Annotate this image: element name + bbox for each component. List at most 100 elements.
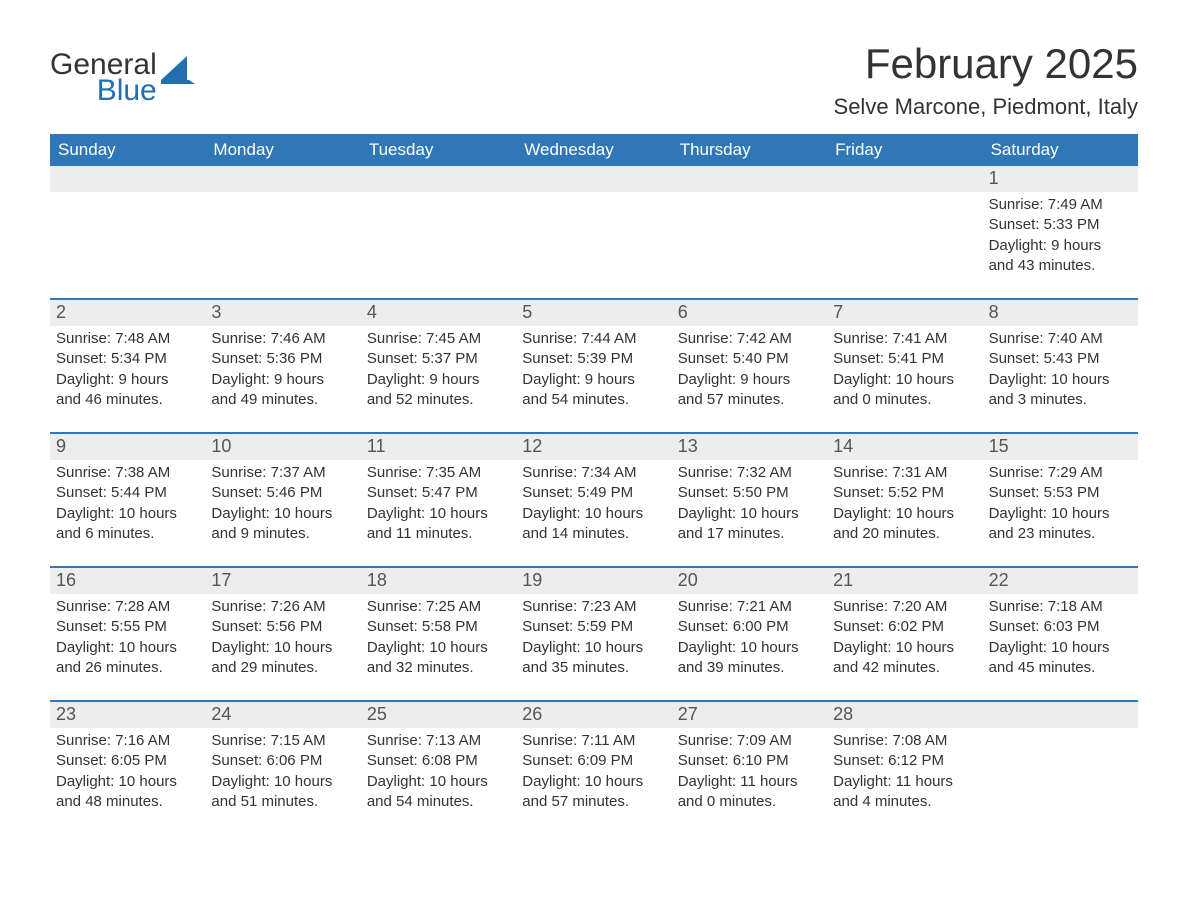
day-details	[672, 192, 827, 284]
day-number: 14	[827, 434, 982, 460]
day-number: 18	[361, 568, 516, 594]
day-number	[361, 166, 516, 192]
daylight1-text: Daylight: 10 hours	[211, 772, 354, 792]
daylight2-text: and 48 minutes.	[56, 792, 199, 812]
title-block: February 2025 Selve Marcone, Piedmont, I…	[834, 40, 1138, 120]
sunset-text: Sunset: 6:02 PM	[833, 617, 976, 637]
day-cell: 23Sunrise: 7:16 AMSunset: 6:05 PMDayligh…	[50, 702, 205, 820]
day-header: Friday	[827, 134, 982, 166]
day-cell: 15Sunrise: 7:29 AMSunset: 5:53 PMDayligh…	[983, 434, 1138, 552]
sunset-text: Sunset: 5:33 PM	[989, 215, 1132, 235]
sunrise-text: Sunrise: 7:48 AM	[56, 329, 199, 349]
sunrise-text: Sunrise: 7:18 AM	[989, 597, 1132, 617]
day-number: 28	[827, 702, 982, 728]
day-number: 15	[983, 434, 1138, 460]
day-header: Tuesday	[361, 134, 516, 166]
day-cell: 13Sunrise: 7:32 AMSunset: 5:50 PMDayligh…	[672, 434, 827, 552]
sunrise-text: Sunrise: 7:31 AM	[833, 463, 976, 483]
sunrise-text: Sunrise: 7:49 AM	[989, 195, 1132, 215]
day-number: 10	[205, 434, 360, 460]
day-details: Sunrise: 7:20 AMSunset: 6:02 PMDaylight:…	[827, 594, 982, 686]
day-number	[50, 166, 205, 192]
day-details	[516, 192, 671, 284]
sunrise-text: Sunrise: 7:26 AM	[211, 597, 354, 617]
day-number: 1	[983, 166, 1138, 192]
day-cell	[205, 166, 360, 284]
sunrise-text: Sunrise: 7:34 AM	[522, 463, 665, 483]
day-cell	[827, 166, 982, 284]
day-details	[361, 192, 516, 284]
sunset-text: Sunset: 6:00 PM	[678, 617, 821, 637]
day-cell	[983, 702, 1138, 820]
day-cell: 18Sunrise: 7:25 AMSunset: 5:58 PMDayligh…	[361, 568, 516, 686]
day-details: Sunrise: 7:40 AMSunset: 5:43 PMDaylight:…	[983, 326, 1138, 418]
day-cell: 3Sunrise: 7:46 AMSunset: 5:36 PMDaylight…	[205, 300, 360, 418]
day-details: Sunrise: 7:26 AMSunset: 5:56 PMDaylight:…	[205, 594, 360, 686]
sunset-text: Sunset: 5:58 PM	[367, 617, 510, 637]
day-details: Sunrise: 7:42 AMSunset: 5:40 PMDaylight:…	[672, 326, 827, 418]
day-details: Sunrise: 7:18 AMSunset: 6:03 PMDaylight:…	[983, 594, 1138, 686]
day-details: Sunrise: 7:37 AMSunset: 5:46 PMDaylight:…	[205, 460, 360, 552]
day-cell: 10Sunrise: 7:37 AMSunset: 5:46 PMDayligh…	[205, 434, 360, 552]
logo-text: General Blue	[50, 50, 157, 106]
daylight1-text: Daylight: 10 hours	[833, 638, 976, 658]
day-details: Sunrise: 7:08 AMSunset: 6:12 PMDaylight:…	[827, 728, 982, 820]
sunrise-text: Sunrise: 7:11 AM	[522, 731, 665, 751]
daylight1-text: Daylight: 10 hours	[989, 638, 1132, 658]
day-details: Sunrise: 7:38 AMSunset: 5:44 PMDaylight:…	[50, 460, 205, 552]
daylight2-text: and 20 minutes.	[833, 524, 976, 544]
day-header: Wednesday	[516, 134, 671, 166]
day-number: 25	[361, 702, 516, 728]
daylight2-text: and 57 minutes.	[678, 390, 821, 410]
day-details	[827, 192, 982, 284]
day-cell	[361, 166, 516, 284]
daylight2-text: and 45 minutes.	[989, 658, 1132, 678]
day-details: Sunrise: 7:25 AMSunset: 5:58 PMDaylight:…	[361, 594, 516, 686]
day-number	[672, 166, 827, 192]
daylight2-text: and 9 minutes.	[211, 524, 354, 544]
day-number: 20	[672, 568, 827, 594]
daylight1-text: Daylight: 10 hours	[211, 638, 354, 658]
day-number: 7	[827, 300, 982, 326]
day-cell: 8Sunrise: 7:40 AMSunset: 5:43 PMDaylight…	[983, 300, 1138, 418]
daylight1-text: Daylight: 10 hours	[522, 638, 665, 658]
day-details	[50, 192, 205, 284]
sunrise-text: Sunrise: 7:35 AM	[367, 463, 510, 483]
sunset-text: Sunset: 5:55 PM	[56, 617, 199, 637]
daylight2-text: and 11 minutes.	[367, 524, 510, 544]
day-cell: 2Sunrise: 7:48 AMSunset: 5:34 PMDaylight…	[50, 300, 205, 418]
sunrise-text: Sunrise: 7:25 AM	[367, 597, 510, 617]
month-title: February 2025	[834, 40, 1138, 88]
day-cell: 14Sunrise: 7:31 AMSunset: 5:52 PMDayligh…	[827, 434, 982, 552]
day-number: 23	[50, 702, 205, 728]
sunset-text: Sunset: 6:03 PM	[989, 617, 1132, 637]
day-number: 19	[516, 568, 671, 594]
day-details: Sunrise: 7:48 AMSunset: 5:34 PMDaylight:…	[50, 326, 205, 418]
sunrise-text: Sunrise: 7:23 AM	[522, 597, 665, 617]
daylight2-text: and 54 minutes.	[522, 390, 665, 410]
sunset-text: Sunset: 6:12 PM	[833, 751, 976, 771]
daylight1-text: Daylight: 10 hours	[678, 638, 821, 658]
day-number	[516, 166, 671, 192]
sunrise-text: Sunrise: 7:29 AM	[989, 463, 1132, 483]
daylight1-text: Daylight: 10 hours	[211, 504, 354, 524]
day-cell: 22Sunrise: 7:18 AMSunset: 6:03 PMDayligh…	[983, 568, 1138, 686]
day-cell: 1Sunrise: 7:49 AMSunset: 5:33 PMDaylight…	[983, 166, 1138, 284]
sunset-text: Sunset: 5:53 PM	[989, 483, 1132, 503]
daylight1-text: Daylight: 9 hours	[367, 370, 510, 390]
sunrise-text: Sunrise: 7:28 AM	[56, 597, 199, 617]
day-details: Sunrise: 7:13 AMSunset: 6:08 PMDaylight:…	[361, 728, 516, 820]
daylight1-text: Daylight: 11 hours	[678, 772, 821, 792]
day-number: 2	[50, 300, 205, 326]
day-cell: 21Sunrise: 7:20 AMSunset: 6:02 PMDayligh…	[827, 568, 982, 686]
day-details: Sunrise: 7:32 AMSunset: 5:50 PMDaylight:…	[672, 460, 827, 552]
day-number: 12	[516, 434, 671, 460]
day-cell: 17Sunrise: 7:26 AMSunset: 5:56 PMDayligh…	[205, 568, 360, 686]
sunrise-text: Sunrise: 7:32 AM	[678, 463, 821, 483]
sunset-text: Sunset: 5:41 PM	[833, 349, 976, 369]
sunset-text: Sunset: 5:56 PM	[211, 617, 354, 637]
daylight2-text: and 0 minutes.	[678, 792, 821, 812]
day-details: Sunrise: 7:29 AMSunset: 5:53 PMDaylight:…	[983, 460, 1138, 552]
sunset-text: Sunset: 5:44 PM	[56, 483, 199, 503]
sunset-text: Sunset: 5:50 PM	[678, 483, 821, 503]
